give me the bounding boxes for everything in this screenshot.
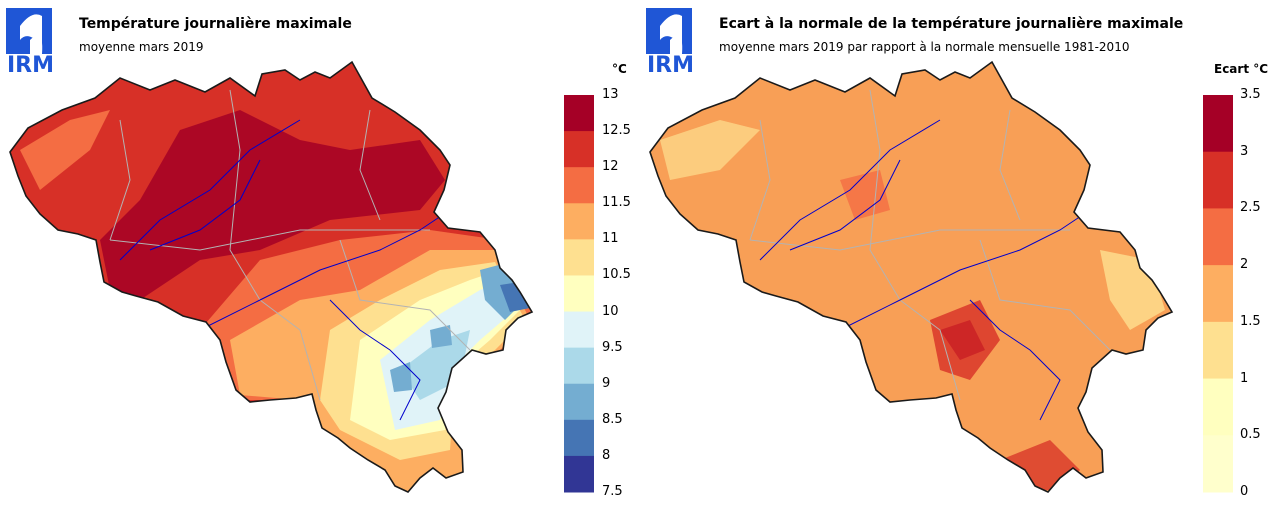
legend-swatch: [1203, 151, 1233, 209]
legend-tick-label: 10.5: [602, 267, 631, 283]
legend-swatch: [564, 167, 594, 204]
legend-tick-label: 0: [1240, 484, 1249, 499]
legend-tick-label: 10: [602, 303, 619, 319]
legend-unit: °C: [612, 62, 627, 76]
legend-swatch: [564, 383, 594, 421]
legend-tick-label: 3.5: [1240, 87, 1261, 102]
legend-swatch: [564, 455, 594, 493]
legend-swatch: [564, 347, 594, 385]
legend-tick-label: 8: [602, 447, 611, 463]
max-temp-panel: IRM Température journalière maximale moy…: [6, 6, 631, 499]
legend-tick-label: 9.5: [602, 339, 623, 355]
irm-logo-text: IRM: [647, 53, 695, 78]
legend-swatch: [564, 95, 594, 132]
legend-tick-label: 8.5: [602, 411, 623, 427]
legend-tick-label: 7.5: [602, 484, 623, 499]
color-legend: [564, 95, 594, 493]
legend-swatch: [1203, 321, 1233, 380]
legend-tick-label: 11: [602, 231, 619, 247]
legend-tick-label: 2.5: [1240, 200, 1261, 216]
irm-logo-icon: [6, 8, 52, 54]
map-subtitle: moyenne mars 2019: [79, 40, 204, 54]
legend-tick-label: 3: [1240, 143, 1249, 159]
legend-swatch: [1203, 378, 1233, 436]
legend-swatch: [1203, 208, 1233, 266]
legend-tick-label: 1.5: [1240, 313, 1261, 329]
legend-tick-label: 0.5: [1240, 427, 1261, 443]
legend-swatch: [1203, 435, 1233, 493]
legend-swatch: [564, 419, 594, 457]
legend-swatch: [1203, 265, 1233, 323]
legend-tick-label: 13: [602, 87, 619, 102]
map-title: Ecart à la normale de la température jou…: [719, 16, 1184, 32]
legend-tick-label: 12.5: [602, 123, 631, 139]
legend-swatch: [564, 275, 594, 313]
legend-swatch: [564, 239, 594, 276]
legend-tick-label: 2: [1240, 257, 1249, 273]
irm-logo: IRM: [6, 6, 58, 77]
legend-tick-label: 9: [602, 375, 611, 391]
legend-tick-label: 11.5: [602, 195, 631, 211]
legend-swatch: [564, 311, 594, 349]
legend-swatch: [564, 203, 594, 240]
belgium-max-temp-map: [9, 61, 533, 493]
map-title: Température journalière maximale: [79, 16, 352, 32]
legend-tick-label: 1: [1240, 370, 1249, 386]
anomaly-panel: IRM Ecart à la normale de la température…: [640, 0, 1280, 507]
legend-swatch: [564, 131, 594, 168]
legend-swatch: [1203, 95, 1233, 153]
legend-unit: Ecart °C: [1214, 62, 1269, 76]
irm-logo: IRM: [646, 6, 698, 77]
color-legend: [1203, 95, 1233, 493]
legend-tick-label: 12: [602, 159, 619, 175]
belgium-anomaly-map: [649, 61, 1173, 493]
map-subtitle: moyenne mars 2019 par rapport à la norma…: [719, 40, 1130, 54]
irm-logo-icon: [646, 8, 692, 54]
irm-logo-text: IRM: [7, 53, 55, 78]
